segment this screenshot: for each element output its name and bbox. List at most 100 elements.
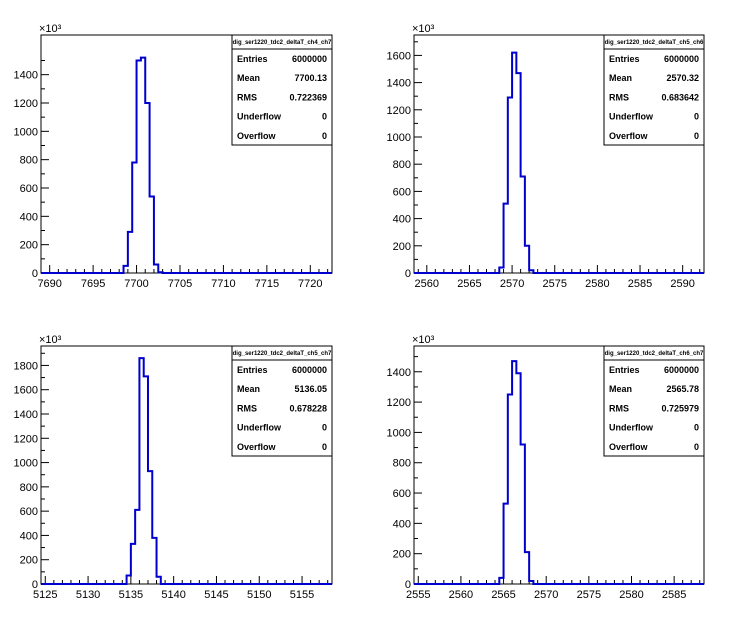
y-tick-label: 1600: [14, 385, 38, 397]
stats-label: Entries: [609, 365, 640, 375]
y-tick-label: 600: [20, 506, 38, 518]
histogram-bin: [124, 266, 128, 273]
stats-label: Overflow: [609, 131, 649, 141]
histogram-panel-4: 0 200 400 600 800 1000 1200 1400 2555 2560 2565 257…: [387, 334, 705, 601]
stats-label: Mean: [237, 384, 260, 394]
stats-value: 0.725979: [661, 403, 699, 413]
stats-title: dig_ser1220_tdc2_deltaT_ch5_ch7: [233, 351, 332, 357]
histogram-bin: [127, 576, 131, 585]
stats-label: RMS: [609, 92, 629, 102]
stats-label: Underflow: [237, 112, 282, 122]
y-multiplier-label: ×10³: [412, 334, 435, 346]
y-multiplier-label: ×10³: [39, 334, 62, 346]
y-tick-label: 0: [405, 268, 411, 280]
stats-label: Overflow: [237, 442, 277, 452]
y-tick-label: 1200: [14, 433, 38, 445]
histogram-bin: [158, 272, 162, 273]
histogram-bin: [157, 577, 161, 584]
x-tick-label: 7720: [298, 278, 322, 290]
stats-value: 0: [694, 442, 699, 452]
stats-value: 0.722369: [289, 92, 327, 102]
y-tick-label: 200: [20, 240, 38, 252]
x-tick-label: 2565: [457, 278, 481, 290]
stats-value: 6000000: [292, 365, 327, 375]
y-multiplier-label: ×10³: [412, 23, 435, 35]
x-tick-label: 2575: [577, 589, 601, 601]
stats-label: RMS: [609, 403, 629, 413]
x-tick-label: 2570: [500, 278, 524, 290]
x-tick-label: 2570: [534, 589, 558, 601]
y-tick-label: 600: [393, 186, 411, 198]
y-tick-label: 1200: [14, 98, 38, 110]
stats-value: 0: [322, 112, 327, 122]
y-tick-label: 400: [20, 211, 38, 223]
stats-value: 2565.78: [666, 384, 699, 394]
histogram-bin: [499, 268, 503, 273]
x-tick-label: 7690: [37, 278, 61, 290]
stats-value: 2570.32: [666, 73, 699, 83]
y-tick-label: 1000: [387, 132, 411, 144]
y-tick-label: 200: [393, 241, 411, 253]
x-tick-label: 5155: [290, 589, 314, 601]
stats-value: 0: [694, 423, 699, 433]
stats-label: Mean: [609, 384, 632, 394]
stats-label: Entries: [609, 54, 640, 64]
x-tick-label: 2585: [628, 278, 652, 290]
histogram-bin: [131, 544, 135, 584]
x-tick-label: 5135: [119, 589, 143, 601]
histogram-bin: [152, 538, 156, 584]
stats-value: 6000000: [292, 54, 327, 64]
histogram-bin: [516, 373, 520, 584]
y-tick-label: 400: [393, 518, 411, 530]
histogram-bin: [504, 204, 508, 273]
stats-value: 0: [694, 112, 699, 122]
histogram-bin: [508, 395, 512, 584]
histogram-line: [414, 51, 704, 274]
x-tick-label: 5125: [33, 589, 57, 601]
y-tick-label: 800: [393, 159, 411, 171]
stats-box: [603, 34, 705, 146]
y-tick-label: 1000: [387, 427, 411, 439]
histogram-panel-3: 0 200 400 600 800 1000 1200 1400 1600 1800 5125 513…: [14, 334, 333, 601]
stats-value: 0: [694, 131, 699, 141]
histogram-bin: [529, 581, 533, 584]
histogram-bin: [504, 504, 508, 584]
x-tick-label: 2555: [406, 589, 430, 601]
x-tick-label: 2575: [542, 278, 566, 290]
stats-label: Underflow: [609, 423, 654, 433]
x-tick-label: 7715: [255, 278, 279, 290]
stats-value: 6000000: [664, 365, 699, 375]
x-tick-label: 7700: [124, 278, 148, 290]
y-tick-label: 1600: [387, 50, 411, 62]
y-tick-label: 800: [393, 458, 411, 470]
y-tick-label: 1000: [14, 126, 38, 138]
x-tick-label: 2560: [415, 278, 439, 290]
x-tick-label: 2590: [670, 278, 694, 290]
stats-label: Mean: [609, 73, 632, 83]
y-tick-label: 0: [405, 579, 411, 591]
y-tick-label: 800: [20, 155, 38, 167]
y-tick-label: 1200: [387, 105, 411, 117]
histogram-bin: [512, 53, 516, 273]
x-tick-label: 2580: [619, 589, 643, 601]
y-multiplier-label: ×10³: [39, 23, 62, 35]
stats-label: Mean: [237, 73, 260, 83]
x-tick-label: 2560: [449, 589, 473, 601]
histogram-bin: [144, 376, 148, 584]
y-tick-label: 200: [20, 555, 38, 567]
histogram-bin: [516, 73, 520, 273]
y-tick-label: 1400: [387, 367, 411, 379]
x-tick-label: 5130: [76, 589, 100, 601]
y-tick-label: 400: [393, 214, 411, 226]
stats-value: 0: [322, 131, 327, 141]
histogram-bin: [508, 98, 512, 273]
stats-value: 0.678228: [289, 403, 327, 413]
histogram-bin: [150, 197, 154, 274]
histogram-bin: [521, 176, 525, 273]
y-tick-label: 1000: [14, 458, 38, 470]
stats-label: Entries: [237, 54, 268, 64]
histogram-bin: [137, 61, 141, 274]
stats-label: Underflow: [237, 423, 282, 433]
stats-box: [231, 345, 333, 457]
stats-title: dig_ser1220_tdc2_deltaT_ch4_ch7: [233, 40, 332, 46]
